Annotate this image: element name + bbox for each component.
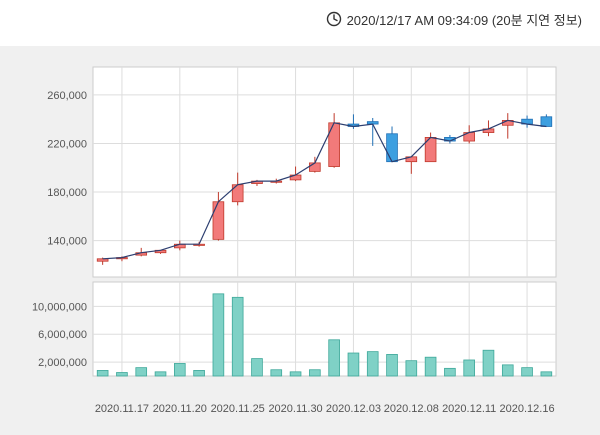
x-tick-label: 2020.12.03 — [326, 403, 381, 415]
volume-y-ticks: 2,000,000 6,000,000 10,000,000 — [32, 301, 87, 369]
volume-bar — [482, 349, 495, 377]
price-y-tick-label: 140,000 — [47, 236, 87, 248]
volume-bar — [424, 356, 437, 377]
x-tick-label: 2020.11.30 — [268, 403, 322, 415]
volume-bar — [386, 354, 398, 377]
volume-y-tick-label: 6,000,000 — [38, 329, 87, 341]
chart-frame: 140,000 180,000 220,000 260,000 2,000,000 6,… — [0, 46, 600, 435]
volume-bar — [116, 372, 128, 377]
stock-chart: 140,000 180,000 220,000 260,000 2,000,000 6,… — [32, 66, 557, 415]
candle-body — [540, 116, 553, 127]
volume-bar — [463, 359, 475, 377]
volume-bar — [174, 363, 186, 377]
volume-bar — [501, 364, 514, 377]
volume-y-tick-label: 2,000,000 — [38, 357, 87, 369]
volume-bar — [231, 296, 244, 377]
volume-bar — [135, 367, 148, 377]
x-tick-label: 2020.12.08 — [384, 403, 439, 415]
volume-bar — [251, 358, 263, 377]
x-tick-label: 2020.11.20 — [153, 403, 207, 415]
price-panel — [92, 66, 557, 278]
volume-y-tick-label: 10,000,000 — [32, 301, 87, 313]
volume-bar — [405, 360, 418, 377]
volume-bar — [540, 371, 553, 377]
volume-bars — [96, 293, 553, 377]
volume-bar — [154, 371, 167, 377]
candle-body — [212, 201, 225, 240]
volume-bar — [347, 352, 360, 377]
volume-panel — [92, 281, 557, 377]
price-grid — [93, 67, 556, 277]
x-tick-label: 2020.12.16 — [500, 403, 555, 415]
volume-bar — [289, 371, 302, 377]
price-y-ticks: 140,000 180,000 220,000 260,000 — [47, 90, 87, 248]
price-y-tick-label: 220,000 — [47, 138, 87, 150]
volume-bar — [444, 367, 456, 377]
volume-bar — [270, 369, 283, 377]
x-tick-label: 2020.11.17 — [95, 403, 149, 415]
x-tick-label: 2020.11.25 — [211, 403, 265, 415]
volume-bar — [212, 293, 225, 377]
clock-icon — [326, 11, 341, 27]
volume-bar — [366, 351, 379, 377]
close-line — [102, 119, 547, 260]
candle-body — [309, 162, 321, 172]
price-y-tick-label: 260,000 — [47, 90, 87, 102]
x-ticks: 2020.11.17 2020.11.20 2020.11.25 2020.11.30… — [95, 403, 555, 415]
timestamp-text: 2020/12/17 AM 09:34:09 (20분 지연 정보) — [346, 12, 582, 28]
volume-bar — [193, 370, 205, 377]
volume-bar — [521, 367, 533, 377]
volume-bar — [328, 339, 340, 377]
price-y-tick-label: 180,000 — [47, 187, 87, 199]
candle-body — [386, 133, 398, 163]
volume-bar — [309, 369, 321, 377]
x-tick-label: 2020.12.11 — [442, 403, 496, 415]
volume-bar — [96, 370, 109, 377]
timestamp: 2020/12/17 AM 09:34:09 (20분 지연 정보) — [326, 10, 582, 28]
